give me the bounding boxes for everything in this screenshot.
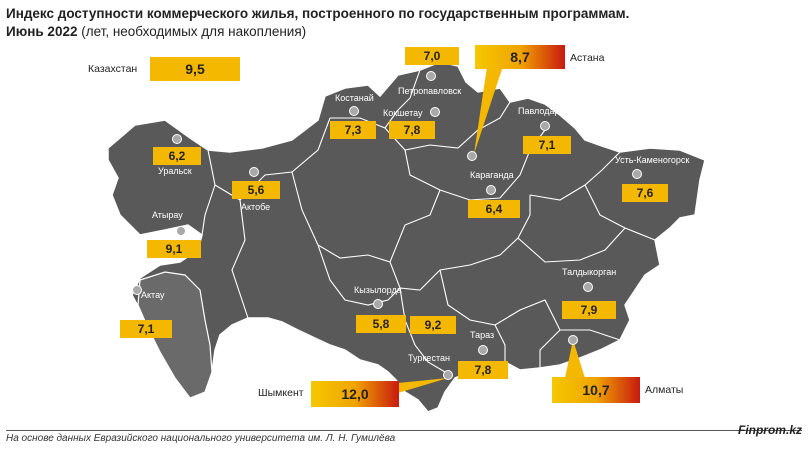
turkestan-value: 9,2: [410, 316, 456, 334]
ust-kamenogorsk-value: 7,6: [622, 184, 668, 202]
brand-logo: Finprom.kz: [737, 423, 802, 437]
shymkent-callout: [398, 378, 448, 393]
turkestan-label: Туркестан: [408, 353, 450, 363]
country-value: 9,5: [150, 57, 240, 81]
almaty-callout: [565, 340, 585, 378]
atyrau-value: 9,1: [147, 240, 201, 258]
title-line-1: Индекс доступности коммерческого жилья, …: [6, 6, 630, 21]
almaty-label: Алматы: [645, 384, 684, 396]
petropavlovsk-marker: [426, 71, 436, 81]
taldykorgan-marker: [583, 282, 593, 292]
astana-callout: [474, 60, 505, 154]
astana-label: Астана: [570, 52, 605, 64]
kyzylorda-label: Кызылорда: [354, 285, 402, 295]
petropavlovsk-label: Петропавловск: [398, 86, 462, 96]
ust-kamenogorsk-marker: [632, 169, 642, 179]
ust-kamenogorsk-label: Усть-Каменогорск: [615, 155, 690, 165]
karaganda-label: Караганда: [470, 170, 514, 180]
title-units: (лет, необходимых для накопления): [77, 24, 307, 39]
chart-title: Индекс доступности коммерческого жилья, …: [6, 5, 629, 41]
footer-divider: [6, 430, 802, 431]
atyrau-label: Атырау: [152, 210, 183, 220]
source-note: На основе данных Евразийского национальн…: [6, 433, 396, 444]
kostanay-marker: [349, 106, 359, 116]
country-label: Казахстан: [88, 63, 138, 75]
aktobe-marker: [249, 167, 259, 177]
shymkent-value: 12,0: [311, 381, 399, 407]
karaganda-marker: [486, 185, 496, 195]
aktobe-value: 5,6: [232, 181, 280, 199]
taraz-label: Тараз: [470, 330, 495, 340]
astana-value: 8,7: [475, 45, 565, 69]
almaty-value: 10,7: [552, 377, 640, 403]
aktau-label: Актау: [141, 290, 165, 300]
kokshetau-value: 7,8: [389, 121, 435, 139]
kokshetau-label: Кокшетау: [383, 108, 423, 118]
aktobe-label: Актобе: [241, 202, 271, 212]
taldykorgan-label: Талдыкорган: [562, 267, 617, 277]
pavlodar-marker: [540, 121, 550, 131]
kostanay-value: 7,3: [330, 121, 376, 139]
karaganda-value: 6,4: [468, 200, 520, 218]
kyzylorda-marker: [373, 299, 383, 309]
taraz-marker: [478, 345, 488, 355]
kokshetau-marker: [430, 107, 440, 117]
aktau-value: 7,1: [120, 320, 172, 338]
petropavlovsk-value: 7,0: [405, 47, 459, 65]
shymkent-label: Шымкент: [258, 387, 304, 399]
pavlodar-value: 7,1: [523, 136, 571, 154]
title-line-2: Июнь 2022 (лет, необходимых для накоплен…: [6, 23, 629, 41]
uralsk-value: 6,2: [153, 147, 201, 165]
kostanay-label: Костанай: [335, 93, 374, 103]
atyrau-marker: [176, 226, 186, 236]
pavlodar-label: Павлодар: [518, 106, 560, 116]
taraz-value: 7,8: [458, 361, 508, 379]
almaty-marker: [568, 335, 578, 345]
uralsk-marker: [172, 134, 182, 144]
astana-marker: [467, 151, 477, 161]
title-date: Июнь 2022: [6, 24, 78, 39]
aktau-marker: [132, 285, 142, 295]
turkestan-marker: [443, 370, 453, 380]
region-borders: [201, 69, 656, 373]
kyzylorda-value: 5,8: [356, 315, 406, 333]
taldykorgan-value: 7,9: [562, 301, 616, 319]
uralsk-label: Уральск: [158, 166, 192, 176]
